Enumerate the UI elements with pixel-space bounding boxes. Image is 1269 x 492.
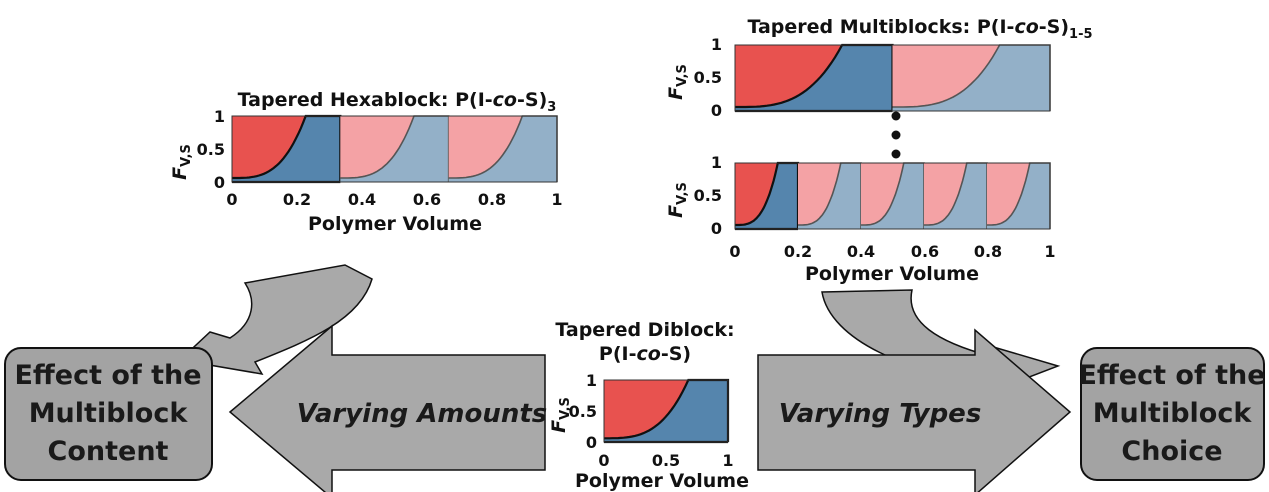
styrene-rich-region bbox=[735, 45, 893, 111]
plot-frame bbox=[734, 162, 1051, 230]
y-axis-label: FV,S bbox=[169, 144, 194, 180]
styrene-rich-region bbox=[798, 163, 861, 229]
styrene-rich-region bbox=[987, 163, 1050, 229]
multiblock-title: Tapered Multiblocks: P(I-co-S)1-5 bbox=[747, 16, 1092, 42]
styrene-rich-region bbox=[604, 380, 728, 442]
multiblock-top-chart bbox=[734, 43, 1051, 113]
styrene-rich-region bbox=[924, 163, 987, 229]
x-tick: 0.8 bbox=[478, 190, 506, 209]
ellipsis-dot bbox=[891, 111, 901, 121]
styrene-poor-region bbox=[448, 116, 523, 178]
x-tick: 0.2 bbox=[283, 190, 311, 209]
styrene-poor-region bbox=[735, 163, 778, 225]
y-axis-label: FV,S bbox=[665, 182, 690, 218]
styrene-poor-region bbox=[340, 116, 414, 178]
y-tick: 1 bbox=[214, 107, 225, 126]
right-effect-box bbox=[1080, 347, 1265, 481]
styrene-poor-region bbox=[798, 163, 841, 225]
left-box-line1: Effect of the bbox=[14, 360, 201, 391]
x-tick: 0.6 bbox=[413, 190, 441, 209]
composition-profile-line bbox=[604, 378, 730, 442]
multiblock-bottom-chart bbox=[734, 161, 1051, 231]
composition-profile-line bbox=[924, 162, 988, 229]
x-axis-label: Polymer Volume bbox=[805, 263, 979, 285]
x-axis-label: Polymer Volume bbox=[308, 213, 482, 235]
styrene-poor-region bbox=[861, 163, 904, 225]
diblock-title-line1: Tapered Diblock: bbox=[555, 319, 734, 341]
hexablock-title: Tapered Hexablock: P(I-co-S)3 bbox=[238, 89, 557, 115]
y-tick: 0.5 bbox=[694, 68, 722, 87]
styrene-rich-region bbox=[861, 163, 924, 229]
y-tick: 0.5 bbox=[569, 402, 597, 421]
y-tick: 0 bbox=[214, 173, 225, 192]
x-tick: 0 bbox=[226, 190, 237, 209]
y-tick: 1 bbox=[711, 153, 722, 172]
y-tick: 0.5 bbox=[197, 140, 225, 159]
ellipsis-dot bbox=[891, 130, 901, 140]
x-tick: 0 bbox=[729, 242, 740, 261]
x-tick: 0.8 bbox=[974, 242, 1002, 261]
plot-frame bbox=[734, 44, 1051, 112]
y-tick: 1 bbox=[711, 35, 722, 54]
right-box-line2: Multiblock bbox=[1093, 398, 1253, 429]
x-tick: 0.5 bbox=[652, 451, 680, 470]
x-tick: 0.2 bbox=[784, 242, 812, 261]
styrene-poor-region bbox=[924, 163, 967, 225]
composition-profile-line bbox=[987, 162, 1051, 229]
y-axis-label: FV,S bbox=[548, 397, 573, 433]
left-box-line2: Multiblock bbox=[29, 398, 189, 429]
composition-profile-line bbox=[798, 162, 862, 229]
x-axis-label: Polymer Volume bbox=[575, 470, 749, 492]
composition-profile-line bbox=[232, 114, 342, 182]
x-tick: 0 bbox=[598, 451, 609, 470]
left-box-line3: Content bbox=[48, 436, 169, 467]
y-tick: 0 bbox=[586, 433, 597, 452]
styrene-rich-region bbox=[448, 116, 557, 182]
y-axis-label: FV,S bbox=[665, 64, 690, 100]
left-big-arrow bbox=[228, 324, 546, 492]
styrene-rich-region bbox=[892, 45, 1050, 111]
y-tick: 0 bbox=[711, 101, 722, 120]
y-tick: 0 bbox=[711, 219, 722, 238]
diblock-title-line2: P(I-co-S) bbox=[599, 343, 691, 365]
styrene-poor-region bbox=[735, 45, 843, 107]
right-arrow-label: Varying Types bbox=[779, 399, 982, 429]
right-box-line3: Choice bbox=[1121, 436, 1222, 467]
composition-profile-line bbox=[448, 115, 558, 182]
composition-profile-line bbox=[861, 162, 925, 229]
styrene-rich-region bbox=[340, 116, 449, 182]
plot-frame bbox=[603, 379, 729, 443]
styrene-poor-region bbox=[892, 45, 1000, 107]
y-tick: 1 bbox=[586, 371, 597, 390]
ellipsis-dot bbox=[891, 149, 901, 159]
styrene-rich-region bbox=[735, 163, 798, 229]
composition-profile-line bbox=[735, 161, 800, 229]
right-big-arrow bbox=[757, 328, 1072, 492]
styrene-poor-region bbox=[232, 116, 306, 178]
left-arrow-label: Varying Amounts bbox=[297, 399, 548, 429]
x-tick: 1 bbox=[722, 451, 733, 470]
hexablock-chart bbox=[231, 114, 558, 184]
left-effect-box bbox=[4, 347, 213, 481]
composition-profile-line bbox=[735, 43, 894, 111]
x-tick: 0.4 bbox=[348, 190, 376, 209]
composition-profile-line bbox=[340, 115, 450, 182]
styrene-poor-region bbox=[604, 380, 689, 439]
left-curved-arrow bbox=[178, 264, 373, 376]
x-tick: 1 bbox=[1044, 242, 1055, 261]
styrene-rich-region bbox=[232, 116, 341, 182]
y-tick: 0.5 bbox=[694, 186, 722, 205]
composition-profile-line bbox=[892, 44, 1051, 111]
diblock-chart bbox=[603, 378, 730, 444]
styrene-poor-region bbox=[987, 163, 1030, 225]
x-tick: 1 bbox=[551, 190, 562, 209]
plot-frame bbox=[231, 115, 558, 183]
x-tick: 0.6 bbox=[911, 242, 939, 261]
right-box-line1: Effect of the bbox=[1078, 360, 1265, 391]
x-tick: 0.4 bbox=[847, 242, 875, 261]
